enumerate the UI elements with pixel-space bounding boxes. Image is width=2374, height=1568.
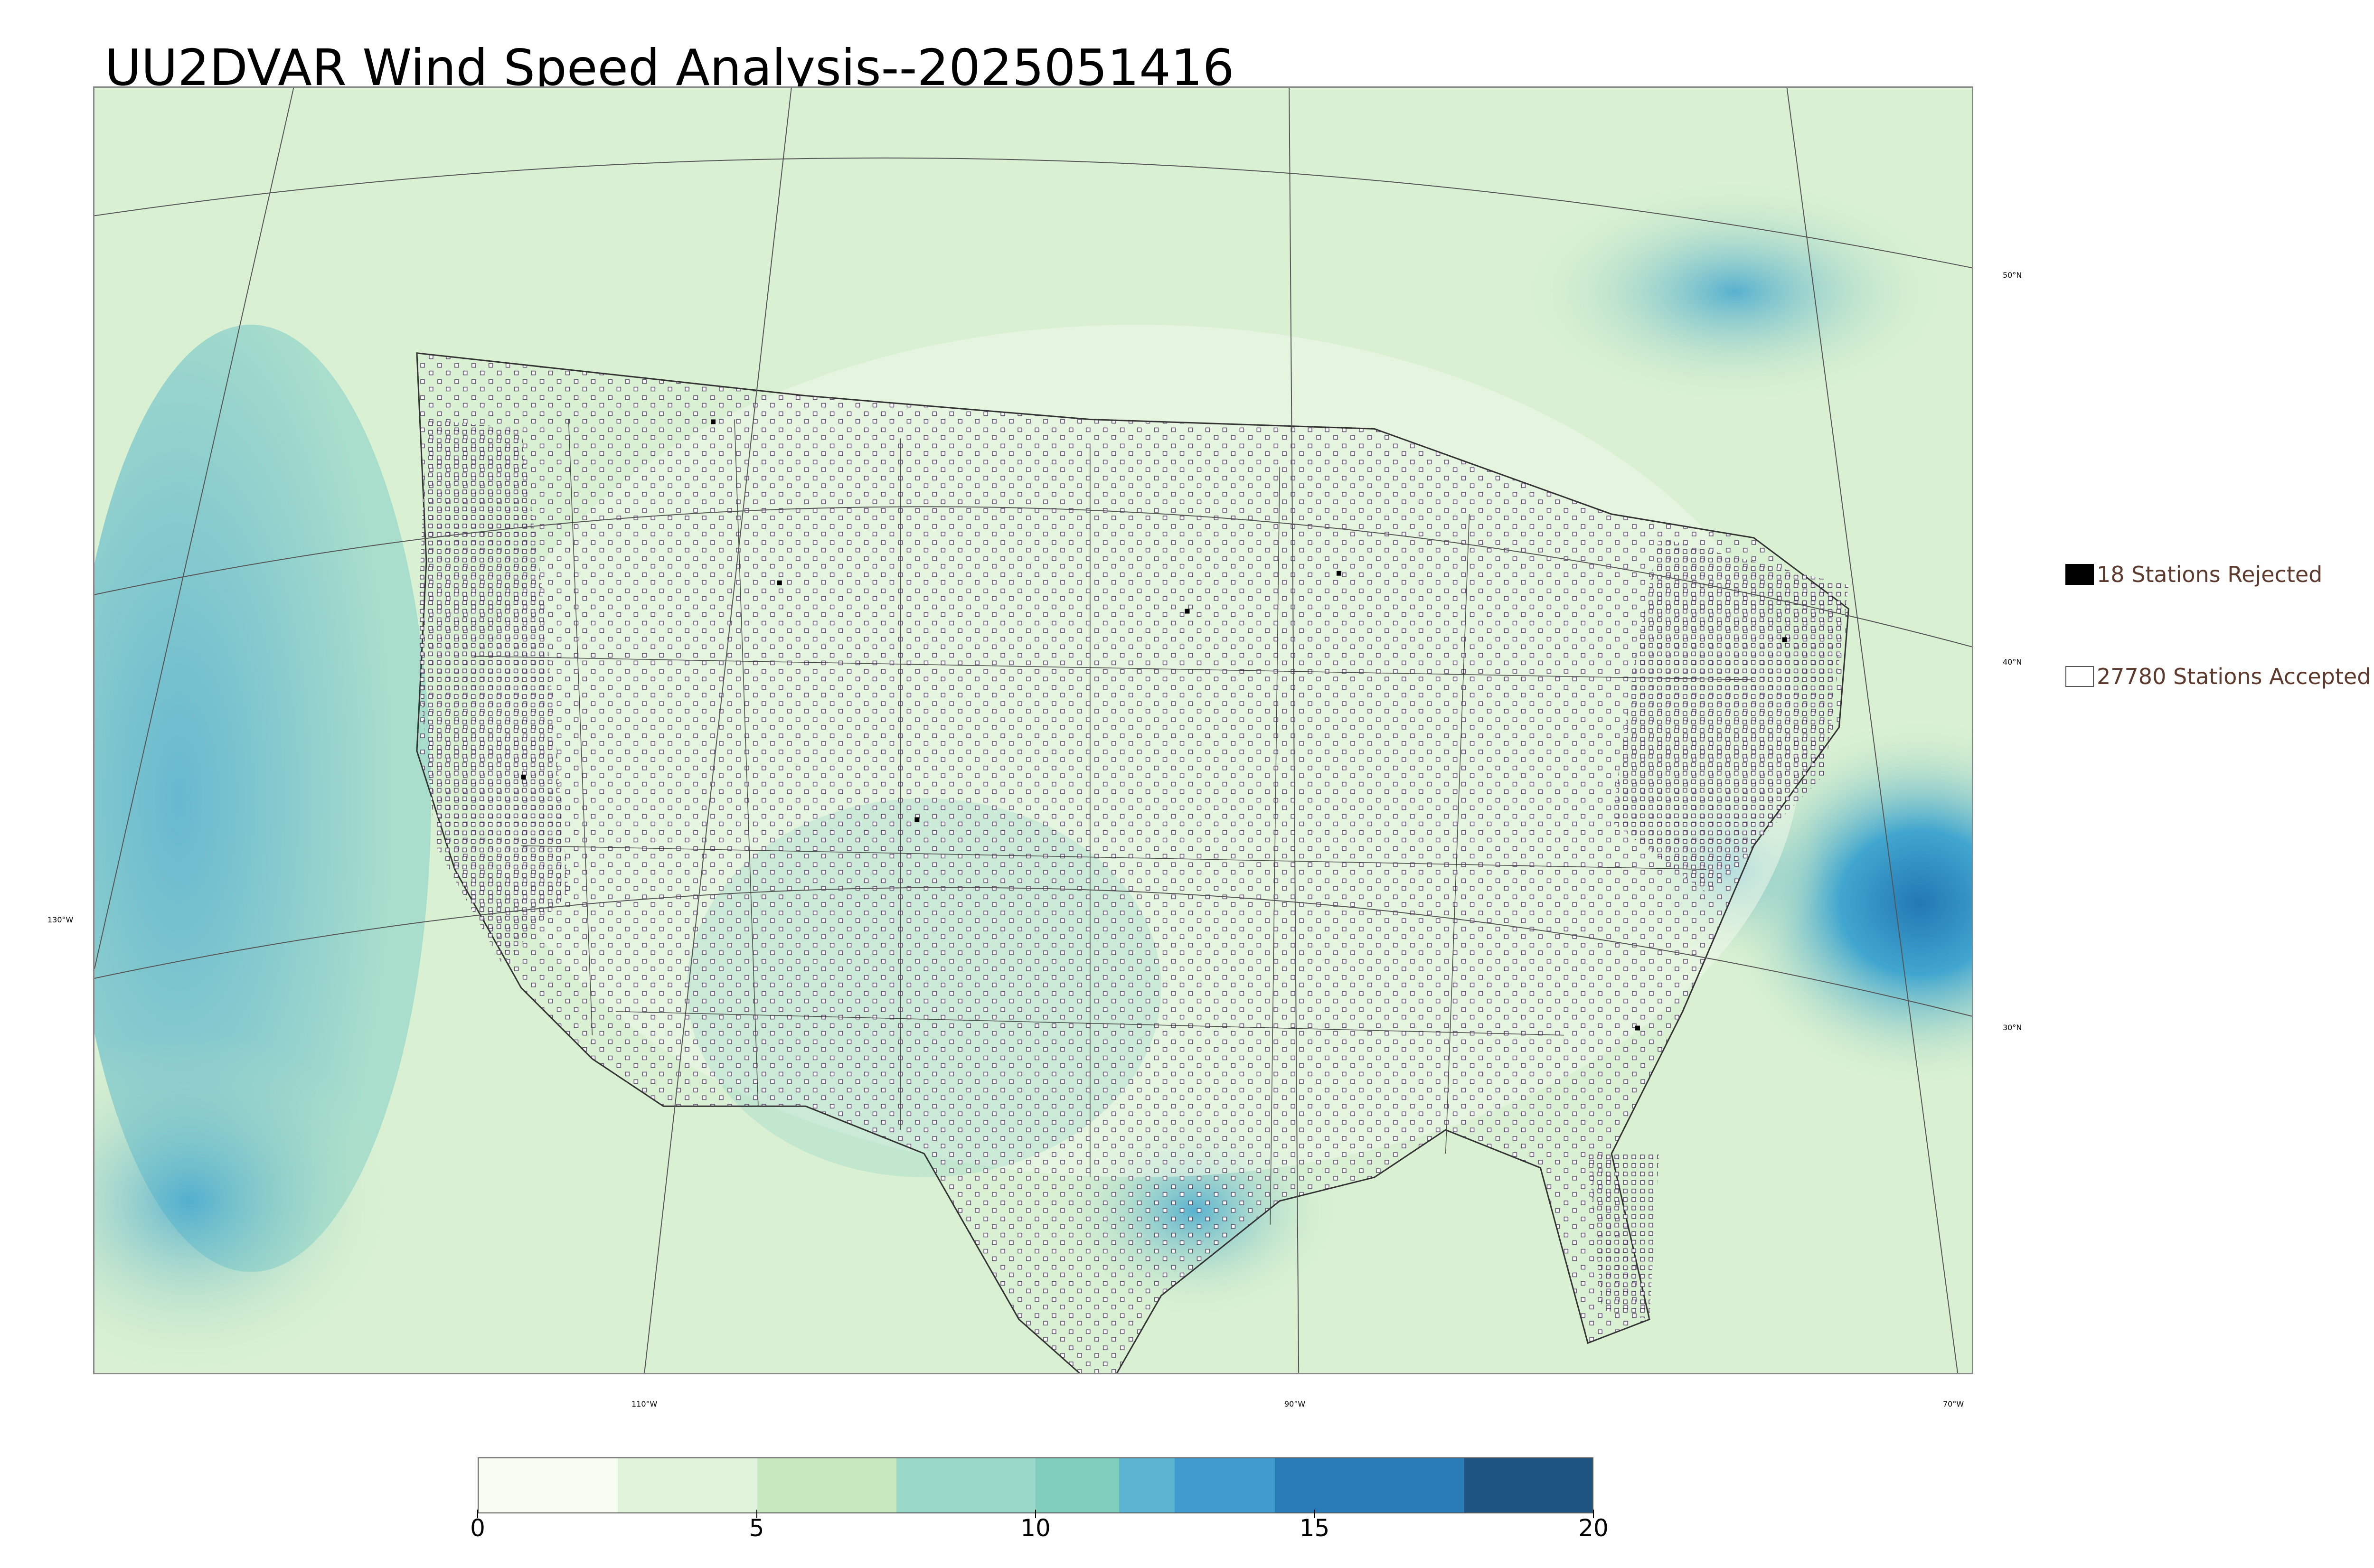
colorbar-tick: [477, 1510, 478, 1518]
wind-speed-map[interactable]: [93, 86, 1973, 1374]
lon-label-70: 70°W: [1943, 1399, 1964, 1408]
colorbar-bin: [618, 1458, 757, 1512]
rejected-stations: [521, 419, 1787, 1031]
lon-label-110: 110°W: [631, 1399, 658, 1408]
colorbar-tick-label: 0: [470, 1514, 485, 1542]
colorbar-tick-label: 5: [749, 1514, 764, 1542]
colorbar-tick-label: 15: [1299, 1514, 1330, 1542]
colorbar-tick: [1035, 1510, 1036, 1518]
legend-rejected: 18 Stations Rejected: [2065, 560, 2322, 589]
colorbar-tick-label: 10: [1020, 1514, 1051, 1542]
conus-outline: [416, 352, 1849, 1373]
colorbar-tick: [1593, 1510, 1594, 1518]
colorbar-bin: [1175, 1458, 1275, 1512]
colorbar-tick-label: 20: [1578, 1514, 1609, 1542]
colorbar-bin: [757, 1458, 896, 1512]
colorbar-tick: [1314, 1510, 1315, 1518]
colorbar-bin: [1464, 1458, 1592, 1512]
colorbar-bin: [1036, 1458, 1119, 1512]
colorbar-bin: [896, 1458, 1036, 1512]
legend-accepted-label: 27780 Stations Accepted: [2097, 664, 2371, 689]
legend-accepted: 27780 Stations Accepted: [2065, 662, 2371, 691]
accepted-swatch-icon: [2065, 666, 2094, 687]
legend-rejected-label: 18 Stations Rejected: [2097, 562, 2323, 587]
colorbar: [478, 1457, 1593, 1513]
lat-label-30: 30°N: [2003, 1023, 2022, 1032]
rejected-swatch-icon: [2065, 564, 2094, 585]
colorbar-bin: [1275, 1458, 1465, 1512]
colorbar-bin: [479, 1458, 618, 1512]
lon-label-90: 90°W: [1284, 1399, 1306, 1408]
lat-label-40: 40°N: [2003, 657, 2022, 667]
map-canvas: [94, 88, 1972, 1373]
lon-label-130: 130°W: [47, 915, 74, 924]
lat-label-50: 50°N: [2003, 271, 2022, 280]
state-boundaries: [473, 419, 1754, 1225]
colorbar-tick: [756, 1510, 757, 1518]
colorbar-bin: [1119, 1458, 1175, 1512]
